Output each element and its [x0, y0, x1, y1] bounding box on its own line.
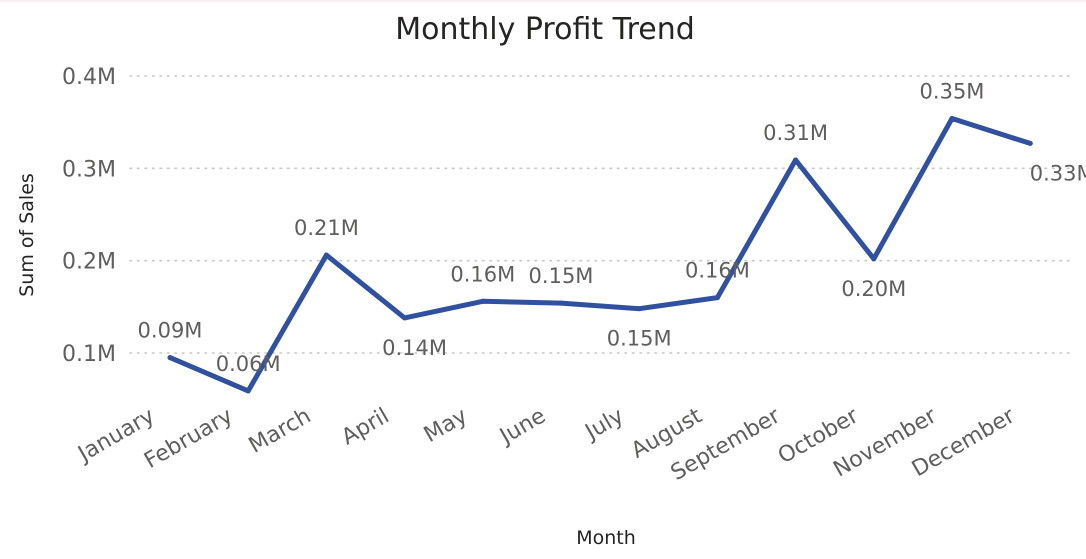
- series-line: [167, 116, 1033, 394]
- data-labels: 0.09M 0.06M 0.21M 0.14M 0.16M 0.15M 0.15M 0.16M…: [138, 79, 1086, 375]
- data-label: 0.15M: [529, 264, 594, 288]
- data-point: [871, 256, 877, 262]
- data-point: [167, 355, 173, 361]
- x-tick-label: June: [494, 404, 550, 451]
- data-label: 0.35M: [920, 79, 985, 103]
- data-point: [245, 388, 251, 394]
- data-point: [558, 300, 564, 306]
- data-point: [1027, 140, 1033, 146]
- series-layer: [167, 115, 1033, 394]
- data-point: [793, 157, 799, 163]
- data-label: 0.16M: [685, 259, 750, 283]
- x-tick-label: May: [420, 404, 472, 448]
- data-label: 0.14M: [382, 336, 447, 360]
- data-label: 0.15M: [607, 327, 672, 351]
- y-tick-label: 0.2M: [62, 250, 116, 275]
- data-label: 0.09M: [138, 319, 203, 343]
- y-axis-title: Sum of Sales: [16, 173, 38, 297]
- data-point: [714, 295, 720, 301]
- y-tick-label: 0.4M: [62, 65, 116, 90]
- y-axis-ticks: 0.1M 0.2M 0.3M 0.4M: [62, 65, 116, 367]
- x-tick-label: April: [338, 404, 394, 451]
- data-label: 0.21M: [294, 216, 359, 240]
- x-tick-label: July: [580, 404, 629, 446]
- x-axis-title: Month: [576, 527, 636, 549]
- chart-title: Monthly Profit Trend: [395, 12, 695, 47]
- data-label: 0.33M: [1030, 161, 1086, 185]
- data-label: 0.16M: [450, 262, 515, 286]
- x-tick-label: February: [140, 404, 237, 474]
- x-tick-label: March: [245, 404, 316, 459]
- data-label: 0.06M: [216, 352, 281, 376]
- data-label: 0.31M: [763, 121, 828, 145]
- data-point: [402, 315, 408, 321]
- gridlines: [129, 75, 1074, 354]
- data-label: 0.20M: [841, 277, 906, 301]
- y-tick-label: 0.3M: [62, 157, 116, 182]
- data-point: [636, 306, 642, 312]
- data-point: [949, 115, 955, 121]
- data-point: [480, 298, 486, 304]
- data-point: [323, 252, 329, 258]
- y-tick-label: 0.1M: [62, 342, 116, 367]
